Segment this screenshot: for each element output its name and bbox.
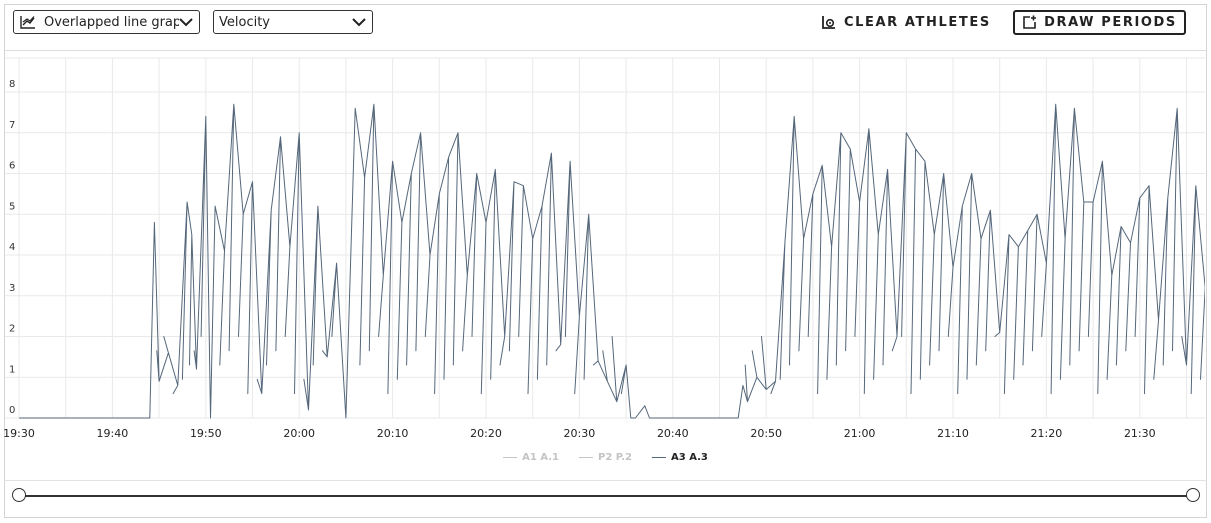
x-tick-label: 19:50 [190, 427, 222, 440]
chart-grid [5, 57, 1205, 419]
metric-value: Velocity [219, 14, 270, 30]
legend-item[interactable]: P2 P.2 [578, 452, 633, 463]
x-tick-label: 20:00 [283, 427, 315, 440]
x-tick-label: 21:30 [1124, 427, 1156, 440]
line-chart-icon [20, 16, 35, 29]
range-slider-track[interactable] [19, 495, 1193, 497]
y-tick-label: 3 [9, 283, 15, 294]
clear-athletes-label: CLEAR ATHLETES [844, 14, 991, 30]
graph-type-select[interactable]: Overlapped line graph [13, 10, 200, 34]
x-axis: 19:30 19:40 19:50 20:00 20:10 20:20 20:30 20:40… [3, 427, 1156, 440]
legend-swatch [503, 457, 518, 458]
x-tick-label: 20:30 [564, 427, 596, 440]
y-tick-label: 5 [9, 201, 15, 212]
chart-panel [4, 4, 1207, 518]
chevron-down-icon [179, 18, 193, 27]
chart-legend: A1 A.1 P2 P.2 A3 A.3 [0, 452, 1211, 463]
y-tick-label: 7 [9, 120, 15, 131]
add-period-icon [1023, 15, 1037, 29]
legend-item[interactable]: A1 A.1 [503, 452, 559, 463]
x-tick-label: 20:50 [750, 427, 782, 440]
clear-athletes-button[interactable]: CLEAR ATHLETES [822, 12, 991, 32]
x-tick-label: 21:20 [1031, 427, 1063, 440]
draw-periods-button[interactable]: DRAW PERIODS [1013, 10, 1186, 35]
clear-athletes-icon [822, 15, 835, 29]
x-tick-label: 20:40 [657, 427, 689, 440]
legend-swatch [578, 457, 593, 458]
y-tick-label: 6 [9, 161, 15, 172]
x-tick-label: 19:40 [97, 427, 129, 440]
graph-type-value: Overlapped line graph [44, 14, 179, 30]
series-line-a3-a3 [19, 103, 1205, 419]
y-axis: 0 1 2 3 4 5 6 7 8 [9, 79, 15, 416]
draw-periods-label: DRAW PERIODS [1044, 15, 1177, 30]
range-slider-divider [4, 480, 1207, 481]
legend-label: P2 P.2 [597, 452, 633, 463]
legend-label: A3 A.3 [671, 452, 708, 463]
y-tick-label: 1 [9, 364, 15, 375]
range-slider-start-handle[interactable] [12, 488, 26, 502]
legend-label: A1 A.1 [522, 452, 559, 463]
x-tick-label: 21:10 [937, 427, 969, 440]
toolbar [5, 5, 1206, 51]
y-tick-label: 8 [9, 79, 15, 90]
y-tick-label: 2 [9, 324, 15, 335]
x-tick-label: 20:20 [470, 427, 502, 440]
y-tick-label: 0 [9, 405, 15, 416]
chevron-down-icon [352, 18, 366, 27]
velocity-line-chart: 0 1 2 3 4 5 6 7 8 19:30 19:40 19:50 20:00 20:10 20:20… [3, 57, 1205, 440]
legend-swatch [652, 457, 667, 458]
legend-item[interactable]: A3 A.3 [652, 452, 708, 463]
metric-select[interactable]: Velocity [213, 10, 373, 34]
x-tick-label: 21:00 [844, 427, 876, 440]
x-tick-label: 20:10 [377, 427, 409, 440]
x-tick-label: 19:30 [3, 427, 35, 440]
plot-area [19, 103, 1205, 419]
y-tick-label: 4 [9, 242, 15, 253]
range-slider-end-handle[interactable] [1186, 488, 1200, 502]
